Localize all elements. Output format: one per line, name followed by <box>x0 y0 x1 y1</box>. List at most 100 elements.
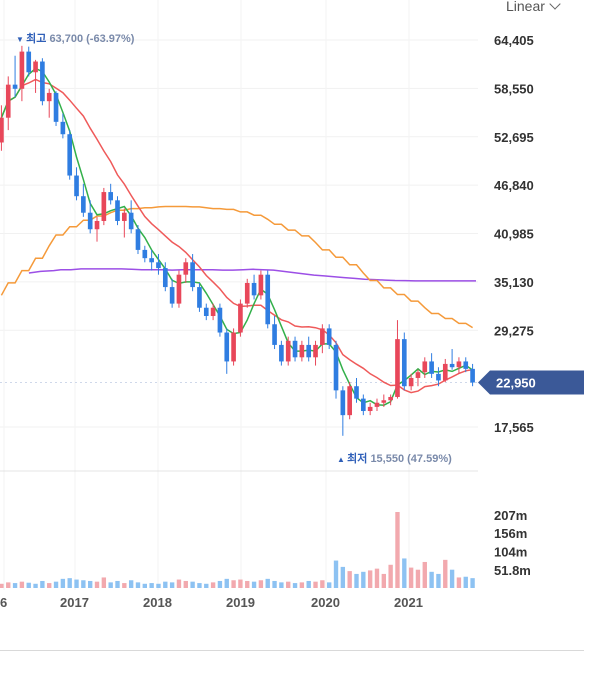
candle <box>19 51 25 89</box>
candle <box>40 61 45 102</box>
x-tick-label: 2017 <box>60 595 89 610</box>
candle <box>67 134 73 176</box>
volume-bar <box>251 581 257 588</box>
candle <box>101 192 107 221</box>
volume-bar <box>313 581 318 588</box>
volume-bar <box>340 566 346 588</box>
candle <box>238 303 243 333</box>
candle <box>408 377 414 387</box>
y-tick-label: 58,550 <box>494 81 534 96</box>
candle <box>190 262 195 288</box>
volume-bar <box>279 582 284 588</box>
candle <box>33 61 38 73</box>
candle <box>203 307 209 316</box>
candle <box>299 344 305 358</box>
x-tick-label: 6 <box>0 595 7 610</box>
candle <box>87 212 93 230</box>
candle <box>94 220 100 230</box>
candle <box>169 287 175 304</box>
candle <box>285 340 291 362</box>
volume-bar <box>210 582 216 588</box>
candle <box>388 396 393 401</box>
volume-bar <box>67 578 72 588</box>
candle <box>347 386 352 416</box>
x-tick-label: 2018 <box>143 595 172 610</box>
volume-bar <box>238 579 243 588</box>
chevron-down-icon <box>549 0 561 10</box>
low-marker-label: 최저 <box>347 451 370 465</box>
candle <box>265 274 271 325</box>
candle <box>128 212 134 230</box>
volume-bar <box>169 582 175 588</box>
volume-bar <box>415 569 421 588</box>
volume-bar <box>231 580 236 588</box>
volume-bar <box>101 577 107 588</box>
volume-bar <box>88 580 93 588</box>
candle <box>5 84 11 118</box>
candle <box>224 332 230 362</box>
volume-bar <box>163 581 168 588</box>
candle <box>115 200 120 221</box>
ma-line-purple <box>28 268 476 282</box>
candle <box>340 390 346 416</box>
volume-bar <box>245 580 250 588</box>
volume-tick-label: 51.8m <box>494 563 531 578</box>
candle <box>197 287 202 308</box>
volume-bar <box>190 581 195 588</box>
candle <box>149 258 154 263</box>
volume-bar <box>12 583 18 588</box>
volume-bar <box>47 583 52 588</box>
scale-toggle-label: Linear <box>506 0 545 14</box>
y-tick-label: 29,275 <box>494 323 534 338</box>
volume-bar <box>94 581 100 588</box>
candle <box>326 328 332 345</box>
candle <box>333 344 339 391</box>
volume-bar <box>436 573 441 588</box>
volume-tick-label: 156m <box>494 526 527 541</box>
candle <box>354 386 359 399</box>
volume-bar <box>456 577 462 588</box>
divider <box>0 650 584 651</box>
volume-bar <box>367 570 373 588</box>
candle <box>142 249 148 259</box>
candle <box>415 372 421 378</box>
volume-bar <box>81 580 86 588</box>
volume-bar <box>33 583 38 588</box>
candle <box>272 324 277 345</box>
x-tick-label: 2020 <box>311 595 340 610</box>
volume-bar <box>327 582 332 588</box>
volume-bar <box>217 580 223 588</box>
y-tick-label: 17,565 <box>494 420 534 435</box>
candle <box>401 339 407 387</box>
volume-tick-label: 207m <box>494 508 527 523</box>
candle <box>12 84 18 89</box>
candle <box>156 262 161 269</box>
candle <box>231 332 236 362</box>
volume-bar <box>53 581 59 588</box>
y-tick-label: 46,840 <box>494 178 534 193</box>
candle <box>436 373 441 381</box>
scale-toggle[interactable]: Linear <box>506 0 561 16</box>
volume-bar <box>265 578 270 588</box>
volume-bar <box>128 580 134 588</box>
ma-line-green <box>0 67 474 406</box>
axis-labels: 64,405 58,550 52,695 46,840 40,985 35,130 29,2… <box>0 31 584 610</box>
candle <box>26 51 32 73</box>
volume-bar <box>402 558 407 588</box>
y-tick-label: 52,695 <box>494 130 534 145</box>
volume-bar <box>0 583 4 588</box>
candle <box>367 406 373 412</box>
candle <box>381 400 387 403</box>
up-arrow-icon: ▲ <box>337 455 347 464</box>
volume-bar <box>6 582 11 588</box>
volume-bar <box>463 576 468 588</box>
candle <box>306 344 312 358</box>
volume-bar <box>19 581 25 588</box>
volume-bar <box>183 580 188 588</box>
candle <box>292 340 298 358</box>
volume-bar <box>422 561 427 588</box>
candle <box>162 268 168 288</box>
moving-average-lines <box>0 67 476 406</box>
